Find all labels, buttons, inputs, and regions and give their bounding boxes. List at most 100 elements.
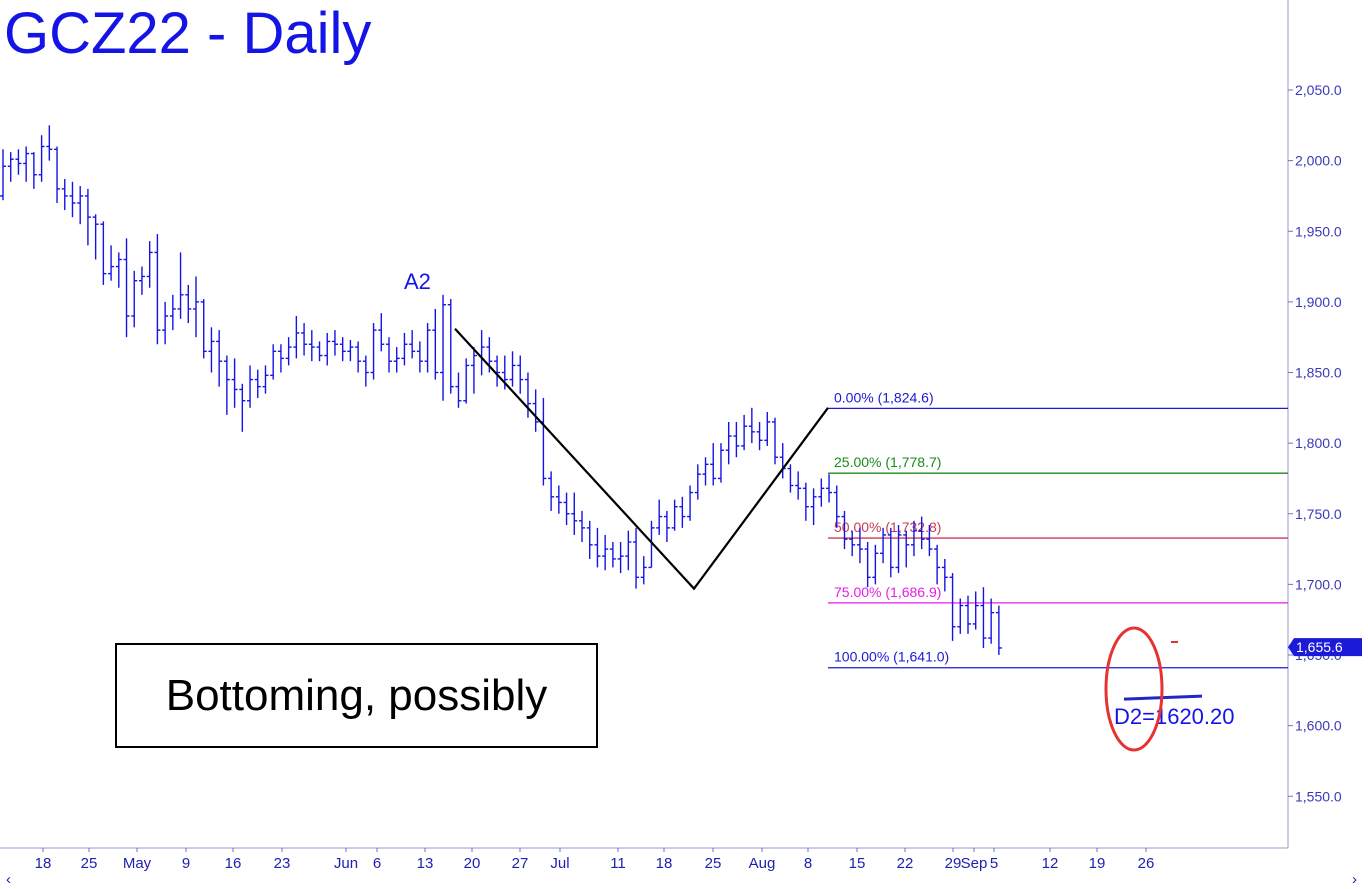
ohlc-bar [540,397,547,486]
ohlc-bar [123,238,130,338]
ohlc-bar [702,457,709,486]
ohlc-bar [154,234,161,345]
x-tick-label: 9 [182,855,190,872]
x-tick-label: Sep [961,855,988,872]
x-tick-label: 15 [849,855,866,872]
y-tick-label: 1,700.0 [1295,576,1342,592]
ohlc-bar [7,152,14,182]
d2-label: D2=1620.20 [1114,704,1235,729]
ohlc-bar [524,372,531,418]
y-tick-label: 1,600.0 [1295,718,1342,734]
x-tick-label: 13 [417,855,434,872]
x-tick-label: 5 [990,855,998,872]
ohlc-bar [38,135,45,182]
x-tick-label: 12 [1042,855,1059,872]
ohlc-bar [818,478,825,507]
ohlc-bar [77,186,84,225]
ohlc-bar [30,152,37,189]
a2-label: A2 [404,269,431,294]
ohlc-bar [741,414,748,451]
ohlc-bar [409,330,416,359]
ohlc-bar [301,323,308,356]
ohlc-bar [100,221,107,285]
y-tick-label: 1,850.0 [1295,365,1342,381]
ohlc-bar [548,471,555,511]
y-tick-label: 2,000.0 [1295,153,1342,169]
x-tick-label: 25 [81,855,98,872]
x-tick-label: 19 [1089,855,1106,872]
ohlc-bar [193,276,199,338]
ohlc-bar [625,530,632,571]
ohlc-bar [0,149,6,201]
ohlc-bar [517,355,524,394]
ohlc-bar [725,421,732,465]
ohlc-bar [277,344,284,373]
ohlc-bar [756,421,763,451]
ohlc-bar [710,443,717,486]
ohlc-bar [856,527,863,564]
ohlc-bar [864,542,871,588]
y-tick-label: 1,950.0 [1295,223,1342,239]
ohlc-bar [717,443,724,483]
ohlc-bar [15,149,22,175]
ohlc-bar [733,421,740,458]
ohlc-bar [69,181,76,218]
ohlc-bar [988,598,995,644]
ohlc-bar [826,474,833,503]
ohlc-bar [262,365,269,394]
ohlc-bar [393,347,400,373]
ohlc-bar [965,595,971,634]
ohlc-bar [995,605,1002,655]
ohlc-bar [849,530,856,557]
ohlc-bar [571,492,578,535]
ohlc-bar [316,341,323,362]
ohlc-bar [594,527,601,568]
last-price-label: 1,655.6 [1296,639,1343,655]
x-tick-label: Aug [749,855,776,872]
ohlc-bar [679,496,686,528]
ohlc-bar [602,534,609,571]
ohlc-bar [663,510,670,542]
ohlc-bar [355,341,362,373]
ohlc-bar [640,556,647,585]
ohlc-bar [926,525,933,557]
ohlc-bar [216,330,223,387]
ohlc-bar [46,125,53,161]
ohlc-bar [115,252,122,288]
x-tick-label: 6 [373,855,381,872]
ohlc-bar [609,542,616,568]
ohlc-bar [509,351,516,387]
ohlc-bar [270,344,277,380]
ohlc-bar [687,485,694,521]
ohlc-bar [177,252,184,319]
fib-label: 100.00% (1,641.0) [834,649,949,665]
highlight-ellipse [1104,626,1164,752]
x-tick-label: 8 [804,855,812,872]
x-tick-label: 22 [897,855,914,872]
ohlc-bar [895,525,902,574]
ohlc-bar [362,355,369,387]
ohlc-bar [61,178,68,211]
ohlc-bar [949,573,956,641]
ohlc-bar [918,516,925,550]
ohlc-bar [841,510,848,550]
ohlc-bar [795,471,802,500]
ohlc-bar [694,464,701,500]
ohlc-bar [432,308,439,380]
ohlc-bar [308,330,315,362]
ohlc-bar [617,542,624,574]
y-tick-label: 1,800.0 [1295,435,1342,451]
ohlc-bar [247,365,254,408]
ohlc-bars [0,125,1002,655]
ohlc-bar [370,323,377,380]
fib-label: 25.00% (1,778.7) [834,454,941,470]
ohlc-bar [447,299,454,394]
x-tick-label: 20 [464,855,481,872]
ohlc-bar [386,337,392,373]
ohlc-bar [656,499,663,535]
ohlc-bar [378,313,385,352]
ohlc-bar [802,482,809,521]
ohlc-bar [23,146,30,182]
ohlc-bar [455,372,462,408]
